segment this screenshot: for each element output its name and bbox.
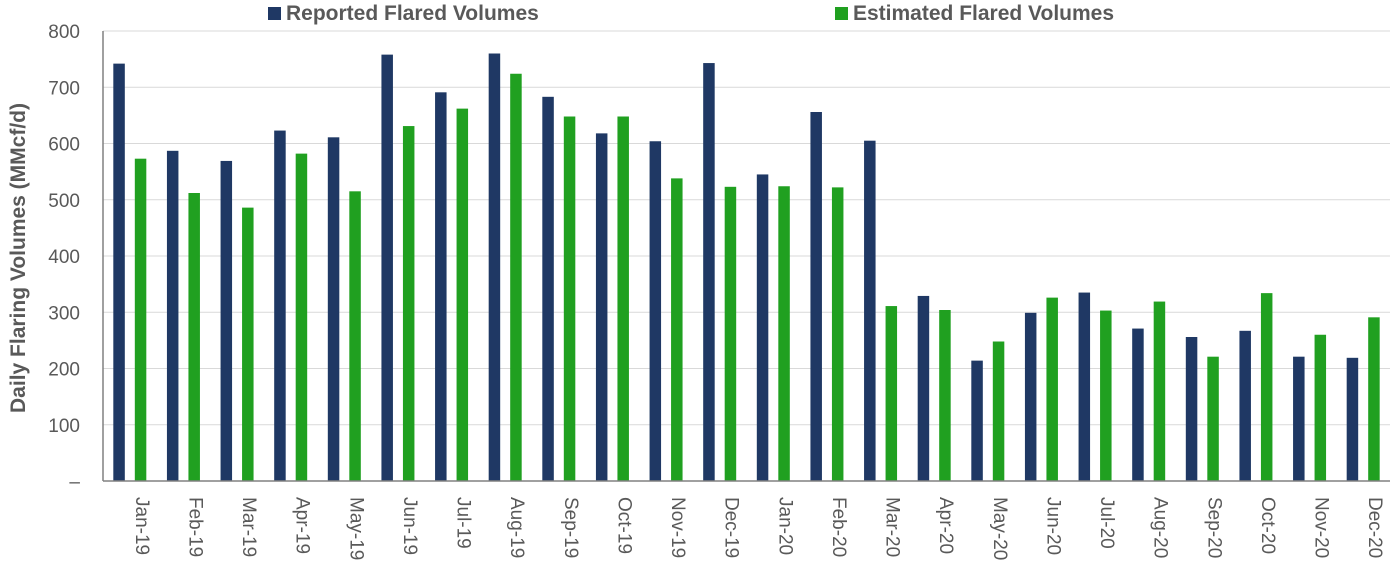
bar-estimated xyxy=(617,116,629,481)
x-tick-label: Jun-19 xyxy=(399,497,420,555)
bar-estimated xyxy=(1207,356,1219,481)
y-tick-label: – xyxy=(69,472,80,493)
x-tick-label: Dec-20 xyxy=(1364,497,1385,558)
x-tick-label: Jun-20 xyxy=(1042,497,1063,555)
bar-reported xyxy=(274,130,286,481)
x-tick-label: Nov-19 xyxy=(667,497,688,558)
bar-estimated xyxy=(1046,297,1058,481)
bar-reported xyxy=(1185,337,1198,481)
legend-label-estimated: Estimated Flared Volumes xyxy=(853,2,1114,25)
bar-estimated xyxy=(724,186,737,481)
x-tick-label: Feb-20 xyxy=(828,497,849,557)
x-tick-label: Aug-19 xyxy=(506,497,527,558)
bar-reported xyxy=(220,160,233,481)
gridlines xyxy=(103,30,1390,426)
bar-estimated xyxy=(778,186,790,481)
y-axis-ticks: – 100 200 300 400 500 600 700 800 xyxy=(48,22,80,493)
y-tick-label: 400 xyxy=(48,247,80,268)
bar-estimated xyxy=(992,341,1005,481)
bar-reported xyxy=(327,137,340,481)
bar-estimated xyxy=(188,193,200,481)
x-tick-label: Jul-19 xyxy=(453,497,474,549)
bar-estimated xyxy=(1368,317,1380,481)
x-tick-label: Jul-20 xyxy=(1096,497,1117,549)
x-tick-label: Apr-20 xyxy=(935,497,956,554)
y-tick-label: 300 xyxy=(48,303,80,324)
bar-reported xyxy=(381,54,393,481)
bar-estimated xyxy=(939,310,951,481)
bar-reported xyxy=(756,174,769,481)
x-tick-label: Feb-19 xyxy=(184,497,205,557)
bar-estimated xyxy=(1153,301,1166,481)
legend-label-reported: Reported Flared Volumes xyxy=(286,2,539,25)
bar-reported xyxy=(166,150,179,481)
x-tick-label: Oct-20 xyxy=(1257,497,1278,554)
x-tick-label: Oct-19 xyxy=(613,497,634,554)
bar-reported xyxy=(435,92,447,481)
bar-estimated xyxy=(295,153,308,481)
x-tick-label: Mar-19 xyxy=(238,497,259,557)
bar-reported xyxy=(542,96,554,481)
bar-estimated xyxy=(510,73,522,481)
bar-estimated xyxy=(402,126,415,481)
chart-legend: Reported Flared Volumes Estimated Flared… xyxy=(268,2,1114,25)
x-tick-label: Apr-19 xyxy=(292,497,313,554)
bar-reported xyxy=(1132,328,1144,481)
x-tick-label: Sep-20 xyxy=(1203,497,1224,558)
x-tick-label: Sep-19 xyxy=(560,497,581,558)
bar-reported xyxy=(810,112,822,481)
bar-reported xyxy=(1024,312,1037,481)
bar-estimated xyxy=(242,207,254,481)
y-tick-label: 500 xyxy=(48,191,80,212)
y-tick-label: 200 xyxy=(48,360,80,381)
y-tick-label: 600 xyxy=(48,135,80,156)
y-tick-label: 700 xyxy=(48,78,80,99)
y-tick-label: 100 xyxy=(48,416,80,437)
bar-estimated xyxy=(456,108,469,481)
x-tick-label: Jan-19 xyxy=(131,497,152,555)
bar-estimated xyxy=(671,178,683,481)
bar-reported xyxy=(971,360,983,481)
bar-estimated xyxy=(563,116,576,481)
bar-estimated xyxy=(1314,334,1327,481)
legend-swatch-estimated xyxy=(835,7,848,20)
bar-reported xyxy=(917,295,930,481)
bar-reported xyxy=(113,63,125,481)
bar-reported xyxy=(1078,292,1091,481)
x-tick-label: Mar-20 xyxy=(882,497,903,557)
bar-reported xyxy=(864,140,876,481)
bars xyxy=(113,53,1380,481)
bar-estimated xyxy=(1100,310,1112,481)
y-tick-label: 800 xyxy=(48,22,80,43)
bar-reported xyxy=(488,53,501,481)
legend-swatch-reported xyxy=(268,7,281,20)
bar-estimated xyxy=(134,158,147,481)
bar-estimated xyxy=(349,191,361,481)
x-tick-label: May-20 xyxy=(989,497,1010,560)
bar-estimated xyxy=(1260,293,1273,481)
bar-reported xyxy=(703,63,715,481)
x-tick-label: Jan-20 xyxy=(774,497,795,555)
x-tick-label: Aug-20 xyxy=(1150,497,1171,558)
x-axis-ticks: Jan-19 Feb-19 Mar-19 Apr-19 May-19 Jun-19 Jul-… xyxy=(131,497,1385,560)
bar-reported xyxy=(1239,330,1251,481)
bar-reported xyxy=(1346,357,1359,481)
x-tick-label: Nov-20 xyxy=(1311,497,1332,558)
x-tick-label: Dec-19 xyxy=(721,497,742,558)
bar-reported xyxy=(1293,356,1305,481)
x-tick-label: May-19 xyxy=(345,497,366,560)
bar-estimated xyxy=(831,187,844,481)
y-axis-title: Daily Flaring Volumes (MMcf/d) xyxy=(7,103,30,413)
bar-reported xyxy=(649,141,662,481)
bar-estimated xyxy=(885,306,898,481)
bar-reported xyxy=(595,133,608,481)
